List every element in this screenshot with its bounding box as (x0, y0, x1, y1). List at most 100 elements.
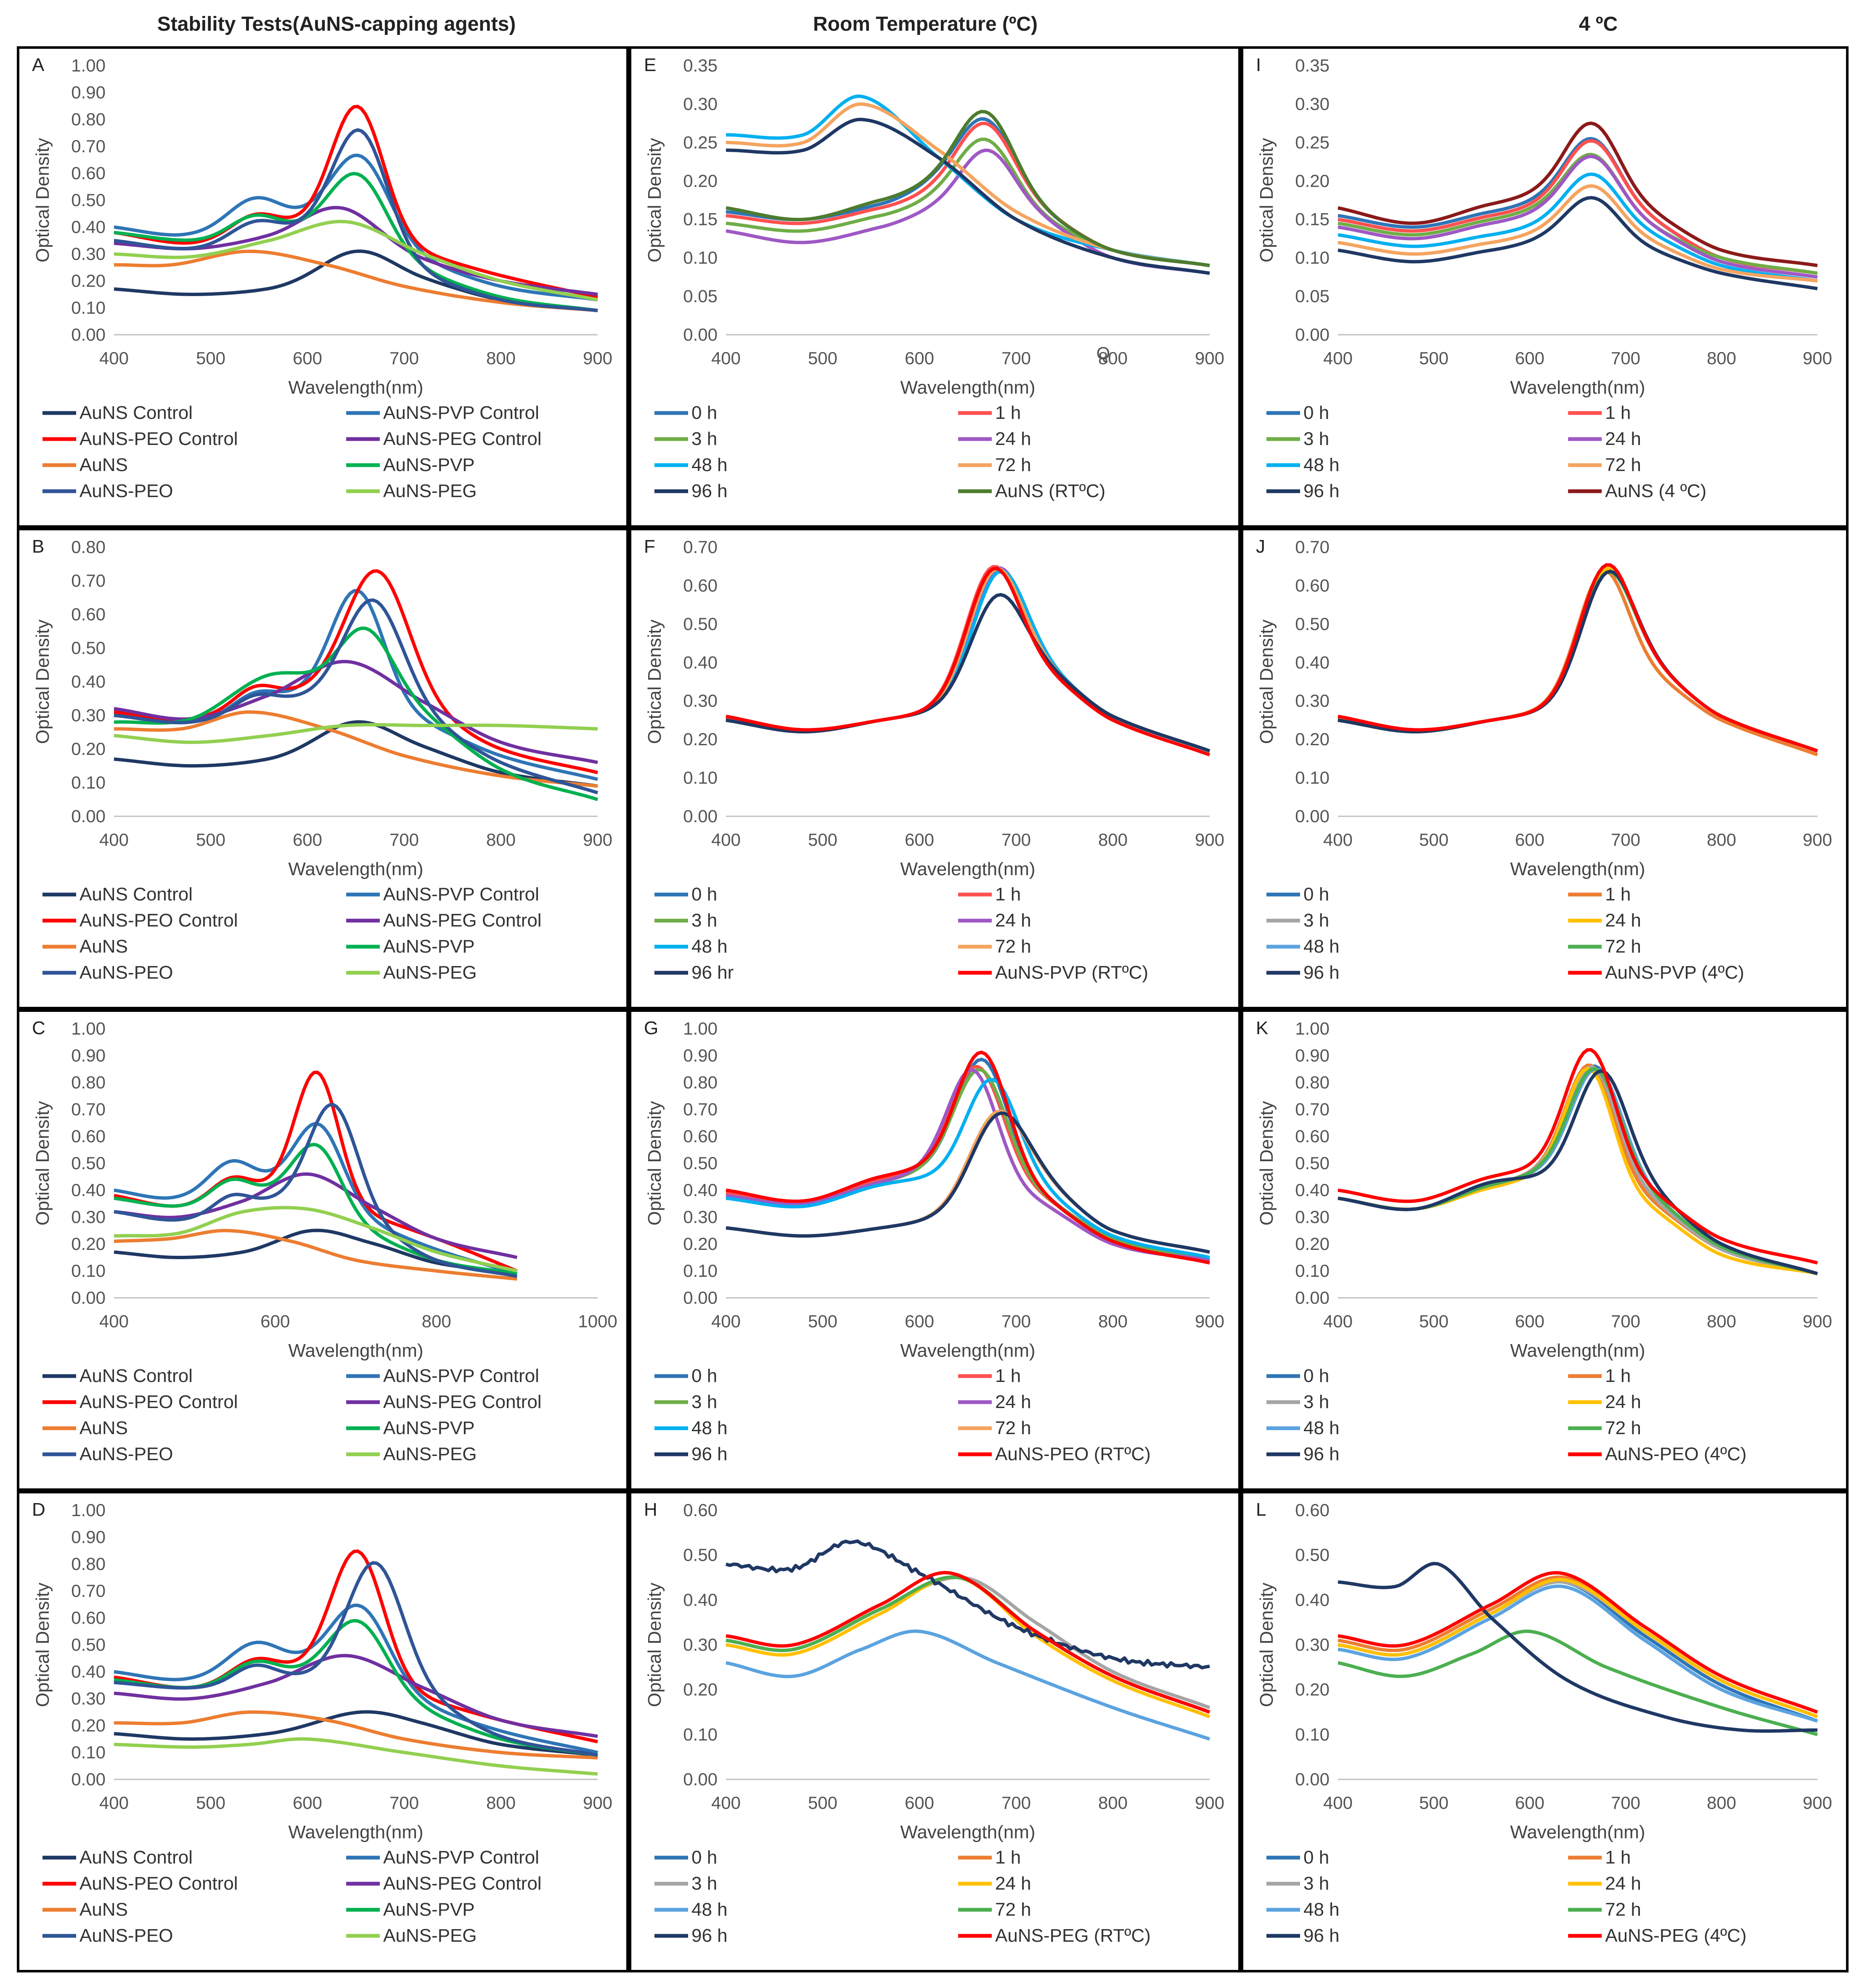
x-tick-label: 700 (1001, 1793, 1031, 1813)
x-tick-label: 800 (486, 830, 516, 850)
column-title-capping: Stability Tests(AuNS-capping agents) (157, 13, 516, 35)
series-line-auns-peg-control (114, 1654, 598, 1738)
chart-h: 0.00 0.10 0.20 0.30 0.40 0.50 0.60 400 500 600 700… (644, 1500, 1224, 1946)
series-line-1-h (726, 565, 1210, 753)
column-title-4c: 4 ºC (1579, 13, 1618, 35)
panel-label: K (1256, 1018, 1269, 1038)
y-tick-label: 0.20 (683, 1234, 718, 1254)
chart-c: 0.00 0.10 0.20 0.30 0.40 0.50 0.60 0.70 0.80 0.90… (32, 1019, 617, 1464)
x-tick-label: 400 (99, 1793, 129, 1813)
panel-b: B 0.00 0.10 0.20 0.30 0.40 0.50 0.60 0.70 0.80 400… (17, 528, 629, 1009)
panel-label: C (32, 1018, 45, 1038)
x-tick-label: 900 (583, 1793, 612, 1813)
y-tick-label: 0.15 (683, 209, 718, 229)
x-tick-label: 900 (583, 830, 612, 850)
series-line-auns-peo-rt-c- (726, 1051, 1210, 1265)
legend-entry: 72 h (1605, 455, 1641, 475)
legend-entry: AuNS-PEG Control (383, 1873, 542, 1894)
x-axis-title: Wavelength(nm) (288, 377, 423, 398)
series-line-48-h (1338, 172, 1818, 283)
y-tick-label: 0.40 (683, 1180, 718, 1200)
x-tick-label: 1000 (578, 1311, 617, 1331)
chart-j: 0.00 0.10 0.20 0.30 0.40 0.50 0.60 0.70 400 500 60… (1256, 537, 1832, 983)
legend-entry: AuNS-PVP (383, 455, 475, 475)
legend-entry: 24 h (995, 429, 1031, 449)
y-axis-title: Optical Density (32, 138, 53, 262)
x-tick-label: 500 (808, 1793, 837, 1813)
legend-entry: 96 h (691, 481, 728, 501)
legend-entry: AuNS-PEG Control (383, 910, 542, 931)
x-axis-title: Wavelength(nm) (900, 859, 1035, 879)
series-line-3-h (1338, 566, 1818, 753)
y-axis-title: Optical Density (644, 1101, 665, 1226)
x-tick-label: 600 (905, 830, 934, 850)
y-tick-label: 0.40 (1295, 1180, 1330, 1200)
y-tick-label: 0.80 (71, 1072, 106, 1092)
y-tick-label: 0.20 (683, 171, 718, 191)
x-tick-label: 700 (1611, 830, 1640, 850)
x-tick-label: 600 (1515, 830, 1544, 850)
legend-entry: 0 h (1303, 1847, 1329, 1868)
y-tick-label: 1.00 (71, 56, 106, 75)
y-tick-label: 0.10 (71, 773, 106, 792)
x-axis-title: Wavelength(nm) (1510, 377, 1645, 398)
panel-a: A 0.00 0.10 0.20 0.30 0.40 0.50 0.60 0.70 0.80 0.9… (17, 46, 629, 528)
legend-entry: AuNS-PEG Control (383, 1392, 542, 1412)
y-tick-label: 0.60 (1295, 1500, 1330, 1520)
legend-entry: AuNS-PEO (4ºC) (1605, 1444, 1746, 1464)
x-tick-label: 400 (711, 348, 741, 368)
y-tick-label: 0.70 (683, 1099, 718, 1119)
y-tick-label: 0.80 (71, 109, 106, 129)
legend-entry: AuNS (79, 455, 128, 475)
x-tick-label: 500 (1419, 348, 1449, 368)
legend-entry: 48 h (1303, 455, 1340, 475)
legend-entry: 96 hr (691, 962, 734, 983)
x-tick-label: 800 (1707, 1793, 1736, 1813)
legend-entry: 0 h (691, 1847, 717, 1868)
panel-f: F 0.00 0.10 0.20 0.30 0.40 0.50 0.60 0.70 400 500 6… (629, 528, 1241, 1009)
x-tick-label: 600 (1515, 348, 1544, 368)
legend-entry: 72 h (1605, 1899, 1641, 1920)
legend-entry: AuNS-PVP Control (383, 1366, 539, 1386)
series-line-48-h (1338, 1584, 1818, 1723)
panel-h: H 0.00 0.10 0.20 0.30 0.40 0.50 0.60 400 500 600 70… (629, 1491, 1241, 1972)
legend-entry: AuNS-PEO Control (79, 1392, 238, 1412)
legend-entry: AuNS-PVP Control (383, 884, 539, 905)
panel-d: D 0.00 0.10 0.20 0.30 0.40 0.50 0.60 0.70 0.80 0.9… (17, 1491, 629, 1972)
x-tick-label: 800 (486, 1793, 516, 1813)
legend-entry: AuNS (79, 1418, 128, 1438)
x-tick-label: 500 (196, 1793, 225, 1813)
y-axis-title: Optical Density (644, 1583, 665, 1707)
legend-entry: 3 h (1303, 1392, 1329, 1412)
legend-entry: 1 h (1605, 1366, 1631, 1386)
x-tick-label: 600 (1515, 1311, 1544, 1331)
series-line-0-h (726, 570, 1210, 753)
y-axis-title: Optical Density (1256, 619, 1277, 744)
legend-entry: AuNS-PEO (RTºC) (995, 1444, 1151, 1464)
x-tick-label: 700 (1001, 348, 1031, 368)
legend-entry: 72 h (1605, 1418, 1641, 1438)
chart-d: 0.00 0.10 0.20 0.30 0.40 0.50 0.60 0.70 0.80 0.90… (32, 1500, 612, 1946)
legend-entry: 72 h (1605, 936, 1641, 957)
series-line-auns-peg-control (114, 1172, 518, 1259)
x-tick-label: 500 (1419, 830, 1449, 850)
legend-entry: AuNS-PEG (383, 1444, 477, 1464)
y-tick-label: 0.60 (71, 1126, 106, 1146)
y-tick-label: 0.90 (1295, 1046, 1330, 1065)
y-tick-label: 0.00 (1295, 325, 1330, 344)
series-line-24-h (1338, 1578, 1818, 1718)
legend-entry: 96 h (691, 1444, 728, 1464)
x-tick-label: 700 (389, 348, 419, 368)
series-line-auns-pvp (114, 172, 598, 312)
x-tick-label: 500 (1419, 1793, 1449, 1813)
chart-k: 0.00 0.10 0.20 0.30 0.40 0.50 0.60 0.70 0.80 0.90… (1256, 1019, 1832, 1464)
legend-entry: 96 h (691, 1925, 728, 1946)
y-tick-label: 0.50 (1295, 614, 1330, 634)
legend-entry: AuNS-PEG (4ºC) (1605, 1925, 1746, 1946)
x-tick-label: 400 (711, 1311, 741, 1331)
y-tick-label: 0.35 (1295, 56, 1330, 75)
y-tick-label: 0.30 (683, 1207, 718, 1227)
y-tick-label: 0.30 (1295, 1635, 1330, 1654)
y-tick-label: 0.20 (683, 1680, 718, 1699)
x-axis-title: Wavelength(nm) (288, 859, 423, 879)
